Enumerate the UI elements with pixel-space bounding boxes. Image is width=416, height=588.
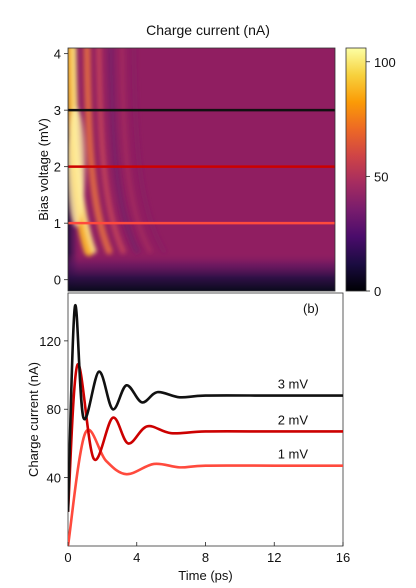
colorbar: [345, 47, 367, 292]
heatmap-ytick-label-1: 1: [54, 216, 61, 231]
lineplot-ytick-label-120: 120: [39, 334, 61, 349]
colorbar-tick-label-0: 0: [374, 284, 381, 299]
lineplot-series-group: [68, 304, 343, 546]
lineplot-ytick-label-40: 40: [47, 471, 61, 486]
heatmap-low-bias-region: [68, 253, 335, 291]
colorbar-tick-label-50: 50: [374, 169, 388, 184]
series-label-3-mV: 3 mV: [278, 377, 309, 392]
lineplot-xtick-label-8: 8: [202, 550, 209, 565]
heatmap-ytick-label-0: 0: [54, 273, 61, 288]
colorbar-tick-label-100: 100: [374, 55, 396, 70]
heatmap-ytick-label-2: 2: [54, 160, 61, 175]
lineplot-xtick-label-12: 12: [267, 550, 281, 565]
lineplot-xlabel: Time (ps): [178, 568, 232, 583]
lineplot-xtick-label-4: 4: [133, 550, 140, 565]
lineplot-ylabel: Charge current (nA): [26, 362, 41, 477]
heatmap-frame: [67, 47, 336, 292]
series-line-3-mV: [68, 304, 343, 512]
heatmap-ytick-label-3: 3: [54, 103, 61, 118]
chart-title: Charge current (nA): [146, 22, 270, 38]
lineplot-xtick-label-0: 0: [64, 550, 71, 565]
heatmap-image: [68, 48, 335, 291]
lineplot-xtick-label-16: 16: [336, 550, 350, 565]
heatmap-ytick-label-4: 4: [54, 47, 61, 62]
series-label-2-mV: 2 mV: [278, 412, 309, 427]
panel-label-b: (b): [303, 301, 319, 316]
series-line-1-mV: [68, 428, 343, 546]
series-label-1-mV: 1 mV: [278, 447, 309, 462]
lineplot-ytick-label-80: 80: [47, 402, 61, 417]
heatmap-ylabel: Bias voltage (mV): [36, 118, 51, 221]
